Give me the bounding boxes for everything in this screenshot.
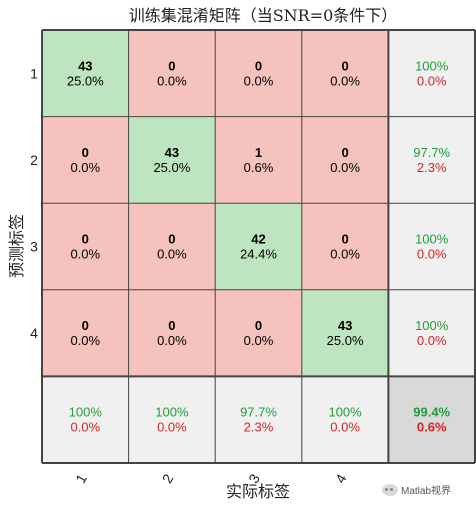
row-summary-correct: 97.7% — [413, 145, 450, 160]
row-summary-error: 0.0% — [417, 247, 447, 262]
matrix-cell — [128, 30, 216, 117]
matrix-cell — [301, 203, 389, 290]
matrix-grid — [41, 29, 476, 464]
col-summary-cell — [301, 376, 389, 463]
cell-percent: 0.0% — [330, 73, 360, 88]
row-summary-correct: 100% — [415, 318, 449, 333]
col-summary-error: 0.0% — [157, 420, 187, 435]
row-summary-error: 0.0% — [417, 333, 447, 348]
cell-count: 0 — [168, 232, 175, 247]
col-summary-error: 0.0% — [70, 420, 100, 435]
overall-correct: 99.4% — [413, 405, 450, 420]
cell-count: 0 — [168, 58, 175, 73]
cell-percent: 25.0% — [327, 333, 364, 348]
cell-percent: 0.0% — [244, 73, 274, 88]
row-summary-correct: 100% — [415, 232, 449, 247]
col-summary-error: 0.0% — [330, 420, 360, 435]
col-summary-correct: 97.7% — [240, 405, 277, 420]
cell-percent: 0.0% — [244, 333, 274, 348]
matrix-cell — [42, 30, 129, 117]
cell-percent: 25.0% — [67, 73, 104, 88]
row-summary-error: 2.3% — [417, 160, 447, 175]
y-tick-label: 4 — [30, 325, 38, 341]
cell-percent: 0.0% — [157, 333, 187, 348]
matrix-cell — [42, 203, 129, 290]
y-tick-label: 3 — [30, 239, 38, 255]
wechat-icon — [382, 483, 398, 496]
y-tick-label: 1 — [30, 65, 38, 81]
cell-percent: 24.4% — [240, 247, 277, 262]
cell-count: 0 — [255, 58, 262, 73]
cell-count: 0 — [341, 232, 348, 247]
cell-percent: 0.0% — [70, 160, 100, 175]
matrix-cell — [215, 30, 302, 117]
x-tick-label: 2 — [159, 471, 177, 486]
row-summary-cell — [388, 289, 475, 377]
x-tick-label: 1 — [72, 471, 90, 486]
col-summary-correct: 100% — [328, 405, 362, 420]
matrix-cell — [128, 116, 216, 204]
cell-percent: 0.0% — [157, 247, 187, 262]
cell-count: 0 — [341, 58, 348, 73]
row-summary-cell — [388, 30, 475, 117]
matrix-cell — [128, 289, 216, 377]
cell-count: 0 — [82, 232, 89, 247]
matrix-cell — [215, 203, 302, 290]
matrix-cell — [301, 289, 389, 377]
matrix-cell — [42, 289, 129, 377]
overall-error: 0.6% — [417, 420, 447, 435]
cell-percent: 0.0% — [70, 247, 100, 262]
x-axis-label: 实际标签 — [226, 482, 290, 501]
row-summary-error: 0.0% — [417, 73, 447, 88]
matrix-cell — [215, 289, 302, 377]
matrix-cell — [215, 116, 302, 204]
cell-count: 42 — [251, 232, 265, 247]
matrix-cell — [128, 203, 216, 290]
cell-percent: 0.0% — [70, 333, 100, 348]
overall-cell — [388, 376, 475, 463]
chart-title: 训练集混淆矩阵（当SNR=0条件下） — [129, 6, 398, 25]
cell-count: 43 — [338, 318, 352, 333]
cell-percent: 25.0% — [153, 160, 190, 175]
cell-percent: 0.0% — [330, 160, 360, 175]
matrix-cell — [42, 116, 129, 204]
cell-count: 0 — [255, 318, 262, 333]
cell-count: 0 — [82, 318, 89, 333]
cell-count: 0 — [341, 145, 348, 160]
col-summary-error: 2.3% — [244, 420, 274, 435]
row-summary-cell — [388, 203, 475, 290]
matrix-cell — [301, 116, 389, 204]
matrix-cells: 4325.0%00.0%00.0%00.0%00.0%4325.0%10.6%0… — [42, 30, 475, 463]
cell-percent: 0.0% — [157, 73, 187, 88]
matrix-cell — [301, 30, 389, 117]
col-summary-correct: 100% — [155, 405, 189, 420]
cell-count: 0 — [82, 145, 89, 160]
cell-count: 43 — [165, 145, 179, 160]
row-summary-correct: 100% — [415, 58, 449, 73]
col-summary-cell — [215, 376, 302, 463]
col-summary-cell — [128, 376, 216, 463]
cell-count: 0 — [168, 318, 175, 333]
y-axis-label: 预测标签 — [7, 214, 26, 278]
row-summary-cell — [388, 116, 475, 204]
cell-percent: 0.0% — [330, 247, 360, 262]
y-tick-label: 2 — [30, 152, 38, 168]
watermark-text: Matlab视界 — [401, 486, 452, 497]
cell-percent: 0.6% — [244, 160, 274, 175]
cell-count: 43 — [78, 58, 92, 73]
x-tick-label: 4 — [332, 471, 350, 486]
col-summary-cell — [42, 376, 129, 463]
cell-count: 1 — [255, 145, 262, 160]
col-summary-correct: 100% — [69, 405, 103, 420]
watermark: Matlab视界 — [382, 482, 451, 497]
